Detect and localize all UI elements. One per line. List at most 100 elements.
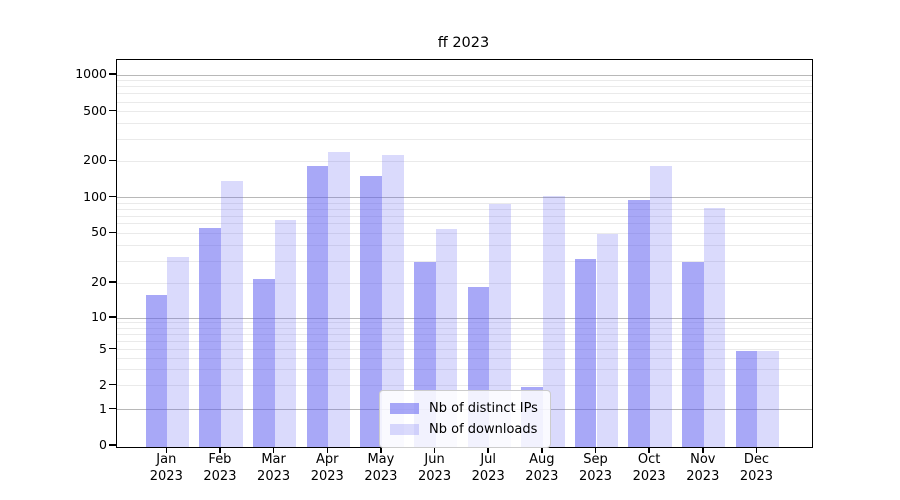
y-tick [108,281,116,283]
legend-label-downloads: Nb of downloads [429,422,538,437]
bar-downloads-apr-2023 [328,152,350,447]
legend-swatch-ips [390,403,419,414]
minor-gridline [117,282,812,284]
legend-swatch-downloads [390,424,419,435]
legend-label-ips: Nb of distinct IPs [429,401,538,416]
major-gridline [117,197,812,199]
y-tick [108,383,116,386]
bar-ips-feb-2023 [199,227,221,447]
y-tick [108,347,116,350]
x-tick-label: Jun 2023 [418,452,452,484]
minor-gridline [117,138,812,140]
x-tick [702,446,704,453]
y-tick [108,407,116,410]
y-tick-label: 1000 [75,66,107,81]
bar-downloads-dec-2023 [757,350,780,447]
x-tick-label: Feb 2023 [203,452,237,484]
bar-downloads-sep-2023 [596,234,619,447]
minor-gridline [117,80,812,82]
bar-downloads-jan-2023 [167,256,189,447]
y-tick-label: 20 [91,274,107,289]
bar-downloads-aug-2023 [542,196,565,447]
minor-gridline [117,215,812,217]
minor-gridline [117,322,812,324]
minor-gridline [117,202,812,204]
legend-item-downloads: Nb of downloads [390,419,538,440]
bar-ips-dec-2023 [735,350,758,447]
bar-downloads-mar-2023 [274,220,297,447]
minor-gridline [117,349,812,350]
y-tick [108,444,116,446]
x-tick-label: Dec 2023 [739,452,773,484]
minor-gridline [117,111,812,113]
minor-gridline [117,340,812,342]
y-tick-label: 0 [99,437,107,452]
y-tick-label: 500 [83,102,107,118]
x-tick-label: May 2023 [364,452,398,484]
x-tick [380,446,382,453]
x-tick-label: Nov 2023 [686,452,720,484]
x-tick-label: Aug 2023 [525,452,559,484]
major-gridline [117,317,812,319]
minor-gridline [117,101,812,103]
y-tick [108,231,116,234]
minor-gridline [117,327,812,329]
minor-gridline [117,369,812,371]
minor-gridline [117,93,812,95]
x-tick-label: Apr 2023 [310,452,344,484]
minor-gridline [117,86,812,88]
y-tick [108,109,116,112]
bar-ips-oct-2023 [628,199,651,447]
y-tick-label: 1 [99,400,107,416]
x-tick [165,446,168,453]
bar-downloads-feb-2023 [220,181,243,447]
x-tick [755,446,758,453]
x-tick [272,446,275,453]
minor-gridline [117,244,812,246]
x-tick [541,446,543,453]
bar-downloads-jul-2023 [489,204,511,447]
minor-gridline [117,208,812,210]
bar-downloads-may-2023 [381,154,404,447]
y-tick-label: 2 [99,376,107,392]
y-tick-label: 200 [83,152,107,168]
minor-gridline [117,223,812,225]
y-tick [108,316,116,318]
bar-downloads-oct-2023 [650,166,672,447]
bar-ips-jan-2023 [145,295,168,447]
x-tick-label: Oct 2023 [632,452,666,484]
y-tick [108,73,116,75]
x-tick [487,446,489,453]
bar-downloads-nov-2023 [703,207,726,447]
minor-gridline [117,123,812,125]
legend: Nb of distinct IPs Nb of downloads [379,390,551,448]
minor-gridline [117,260,812,262]
x-tick [594,446,597,453]
minor-gridline [117,385,812,386]
y-tick [108,159,116,162]
minor-gridline [117,333,812,335]
y-tick-label: 100 [83,188,107,204]
x-tick-label: Sep 2023 [578,452,613,484]
minor-gridline [117,160,812,162]
x-tick-label: Jan 2023 [149,452,183,484]
plot-area: Nb of distinct IPs Nb of downloads [116,59,813,448]
chart-title: ff 2023 [437,35,490,51]
bar-ips-mar-2023 [252,278,275,447]
bar-ips-apr-2023 [306,166,329,447]
x-tick-label: Mar 2023 [257,452,291,484]
x-tick [326,446,328,453]
x-tick [648,446,650,453]
legend-item-distinct-ips: Nb of distinct IPs [390,398,538,419]
y-tick-label: 10 [91,309,107,324]
minor-gridline [117,357,812,359]
y-tick [108,195,116,198]
x-tick-label: Jul 2023 [471,452,505,484]
x-tick [219,446,221,453]
x-tick [433,446,436,453]
y-tick-label: 5 [99,340,107,356]
bar-ips-may-2023 [360,175,382,447]
bar-ips-sep-2023 [574,258,597,447]
minor-gridline [117,232,812,234]
